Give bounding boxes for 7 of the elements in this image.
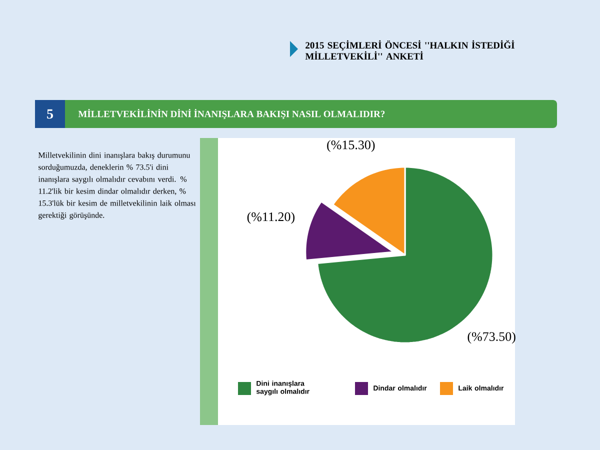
data-label: (%11.20) <box>247 212 294 224</box>
data-label: (%15.30) <box>327 140 375 152</box>
chart-title: 2015 SEÇİMLERİ ÖNCESİ ''HALKIN İSTEDİĞİ MİLLETVEKİLİ'' ANKETİ <box>305 40 514 60</box>
data-label: (%73.50) <box>468 332 516 344</box>
chart-subtitle: MİLLETVEKİLİNİN DİNİ İNANIŞLARA BAKIŞI NASIL OLMALIDIR? <box>78 108 385 120</box>
text: 5 <box>47 109 53 119</box>
text: Milletvekilinin dini inanışlara bakış durumunu sorduğumuzda, deneklerin % 73.5'i dini inanışlara saygılı olmalıdır cevabını verdi. % 11.2'lik bir kesim dindar olmalıdır derken, % 15.3'lük bir kesim de milletvekilinin laik olması gerektiği görüşünde. <box>38 152 196 220</box>
